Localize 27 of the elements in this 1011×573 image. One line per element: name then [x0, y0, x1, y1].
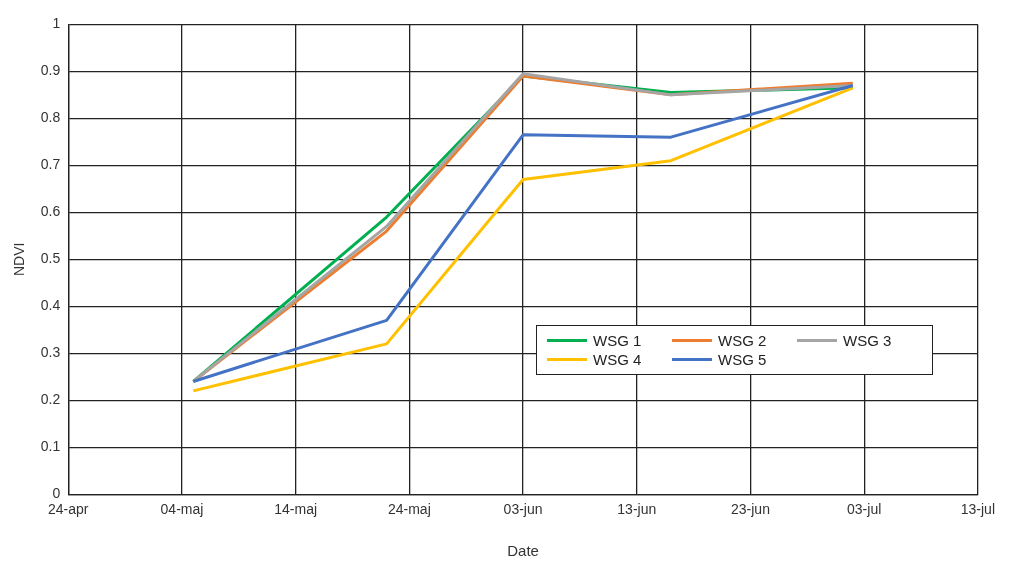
x-tick-label: 13-jun — [617, 501, 657, 518]
y-tick-label: 0.9 — [40, 62, 61, 79]
x-tick-label: 23-jun — [731, 501, 770, 518]
x-axis-title: Date — [507, 542, 539, 560]
y-tick-label: 0.2 — [40, 391, 61, 408]
y-tick-label: 0.6 — [40, 203, 61, 220]
x-tick-label: 03-jul — [847, 501, 882, 518]
legend-label: WSG 4 — [593, 351, 642, 368]
x-tick-label: 13-jul — [960, 501, 995, 518]
y-tick-label: 0.3 — [40, 344, 61, 361]
legend-label: WSG 2 — [718, 332, 767, 349]
y-tick-label: 0.4 — [40, 297, 61, 314]
legend-label: WSG 5 — [718, 351, 767, 368]
x-tick-label: 03-jun — [503, 501, 543, 518]
y-tick-label: 0.5 — [40, 250, 61, 267]
x-tick-label: 24-maj — [387, 501, 431, 518]
y-tick-label: 0 — [52, 485, 61, 502]
x-tick-label: 14-maj — [274, 501, 318, 518]
y-tick-label: 1 — [52, 15, 61, 32]
y-axis-title: NDVI — [11, 242, 28, 277]
y-tick-label: 0.8 — [40, 109, 61, 126]
legend-label: WSG 3 — [843, 332, 892, 349]
x-tick-label: 24-apr — [48, 501, 89, 518]
y-tick-label: 0.7 — [40, 156, 61, 173]
y-tick-label: 0.1 — [40, 438, 61, 455]
x-tick-label: 04-maj — [160, 501, 204, 518]
legend-label: WSG 1 — [593, 332, 642, 349]
